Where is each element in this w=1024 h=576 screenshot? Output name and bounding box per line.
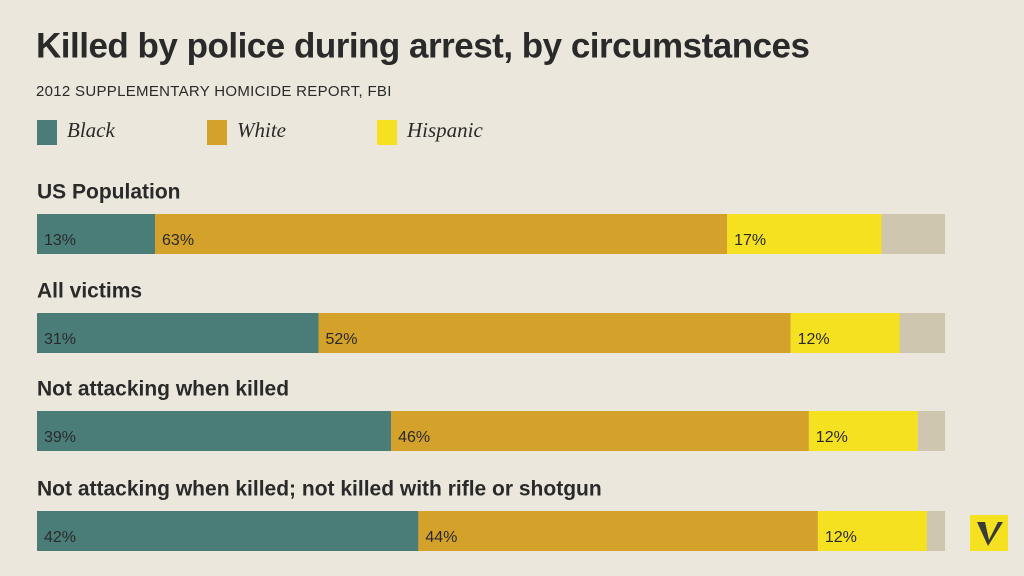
bar-segment bbox=[808, 411, 918, 451]
category-label: All victims bbox=[37, 280, 142, 303]
value-label: 31% bbox=[44, 331, 76, 348]
bar-segment bbox=[155, 214, 728, 254]
value-label: 44% bbox=[425, 529, 457, 546]
bar-segment bbox=[391, 411, 809, 451]
legend-label: Hispanic bbox=[406, 118, 484, 142]
value-label: 17% bbox=[734, 232, 766, 249]
value-label: 42% bbox=[44, 529, 76, 546]
bar-segment bbox=[318, 313, 791, 353]
logo-mark bbox=[977, 522, 1003, 546]
value-label: 63% bbox=[162, 232, 194, 249]
value-label: 12% bbox=[798, 331, 830, 348]
bar-segment bbox=[817, 511, 927, 551]
bar-segment bbox=[37, 214, 156, 254]
logo bbox=[970, 515, 1008, 551]
value-label: 46% bbox=[398, 429, 430, 446]
category-label: Not attacking when killed; not killed wi… bbox=[37, 478, 602, 501]
legend-swatch bbox=[377, 120, 397, 145]
legend-label: White bbox=[237, 118, 286, 142]
logo-box bbox=[970, 515, 1008, 551]
legend-swatch bbox=[207, 120, 227, 145]
value-label: 39% bbox=[44, 429, 76, 446]
chart-subtitle: 2012 SUPPLEMENTARY HOMICIDE REPORT, FBI bbox=[36, 83, 392, 100]
category-label: US Population bbox=[37, 181, 181, 204]
legend-swatch bbox=[37, 120, 57, 145]
value-label: 13% bbox=[44, 232, 76, 249]
bar-segment bbox=[727, 214, 882, 254]
bar-segment bbox=[37, 411, 392, 451]
value-label: 52% bbox=[325, 331, 357, 348]
legend-label: Black bbox=[67, 118, 115, 142]
category-label: Not attacking when killed bbox=[37, 378, 289, 401]
bar-segment bbox=[37, 511, 419, 551]
value-label: 12% bbox=[825, 529, 857, 546]
bar-segment bbox=[37, 313, 319, 353]
bar-segment bbox=[790, 313, 900, 353]
value-label: 12% bbox=[816, 429, 848, 446]
bar-segment bbox=[418, 511, 818, 551]
chart-title: Killed by police during arrest, by circu… bbox=[36, 26, 810, 65]
